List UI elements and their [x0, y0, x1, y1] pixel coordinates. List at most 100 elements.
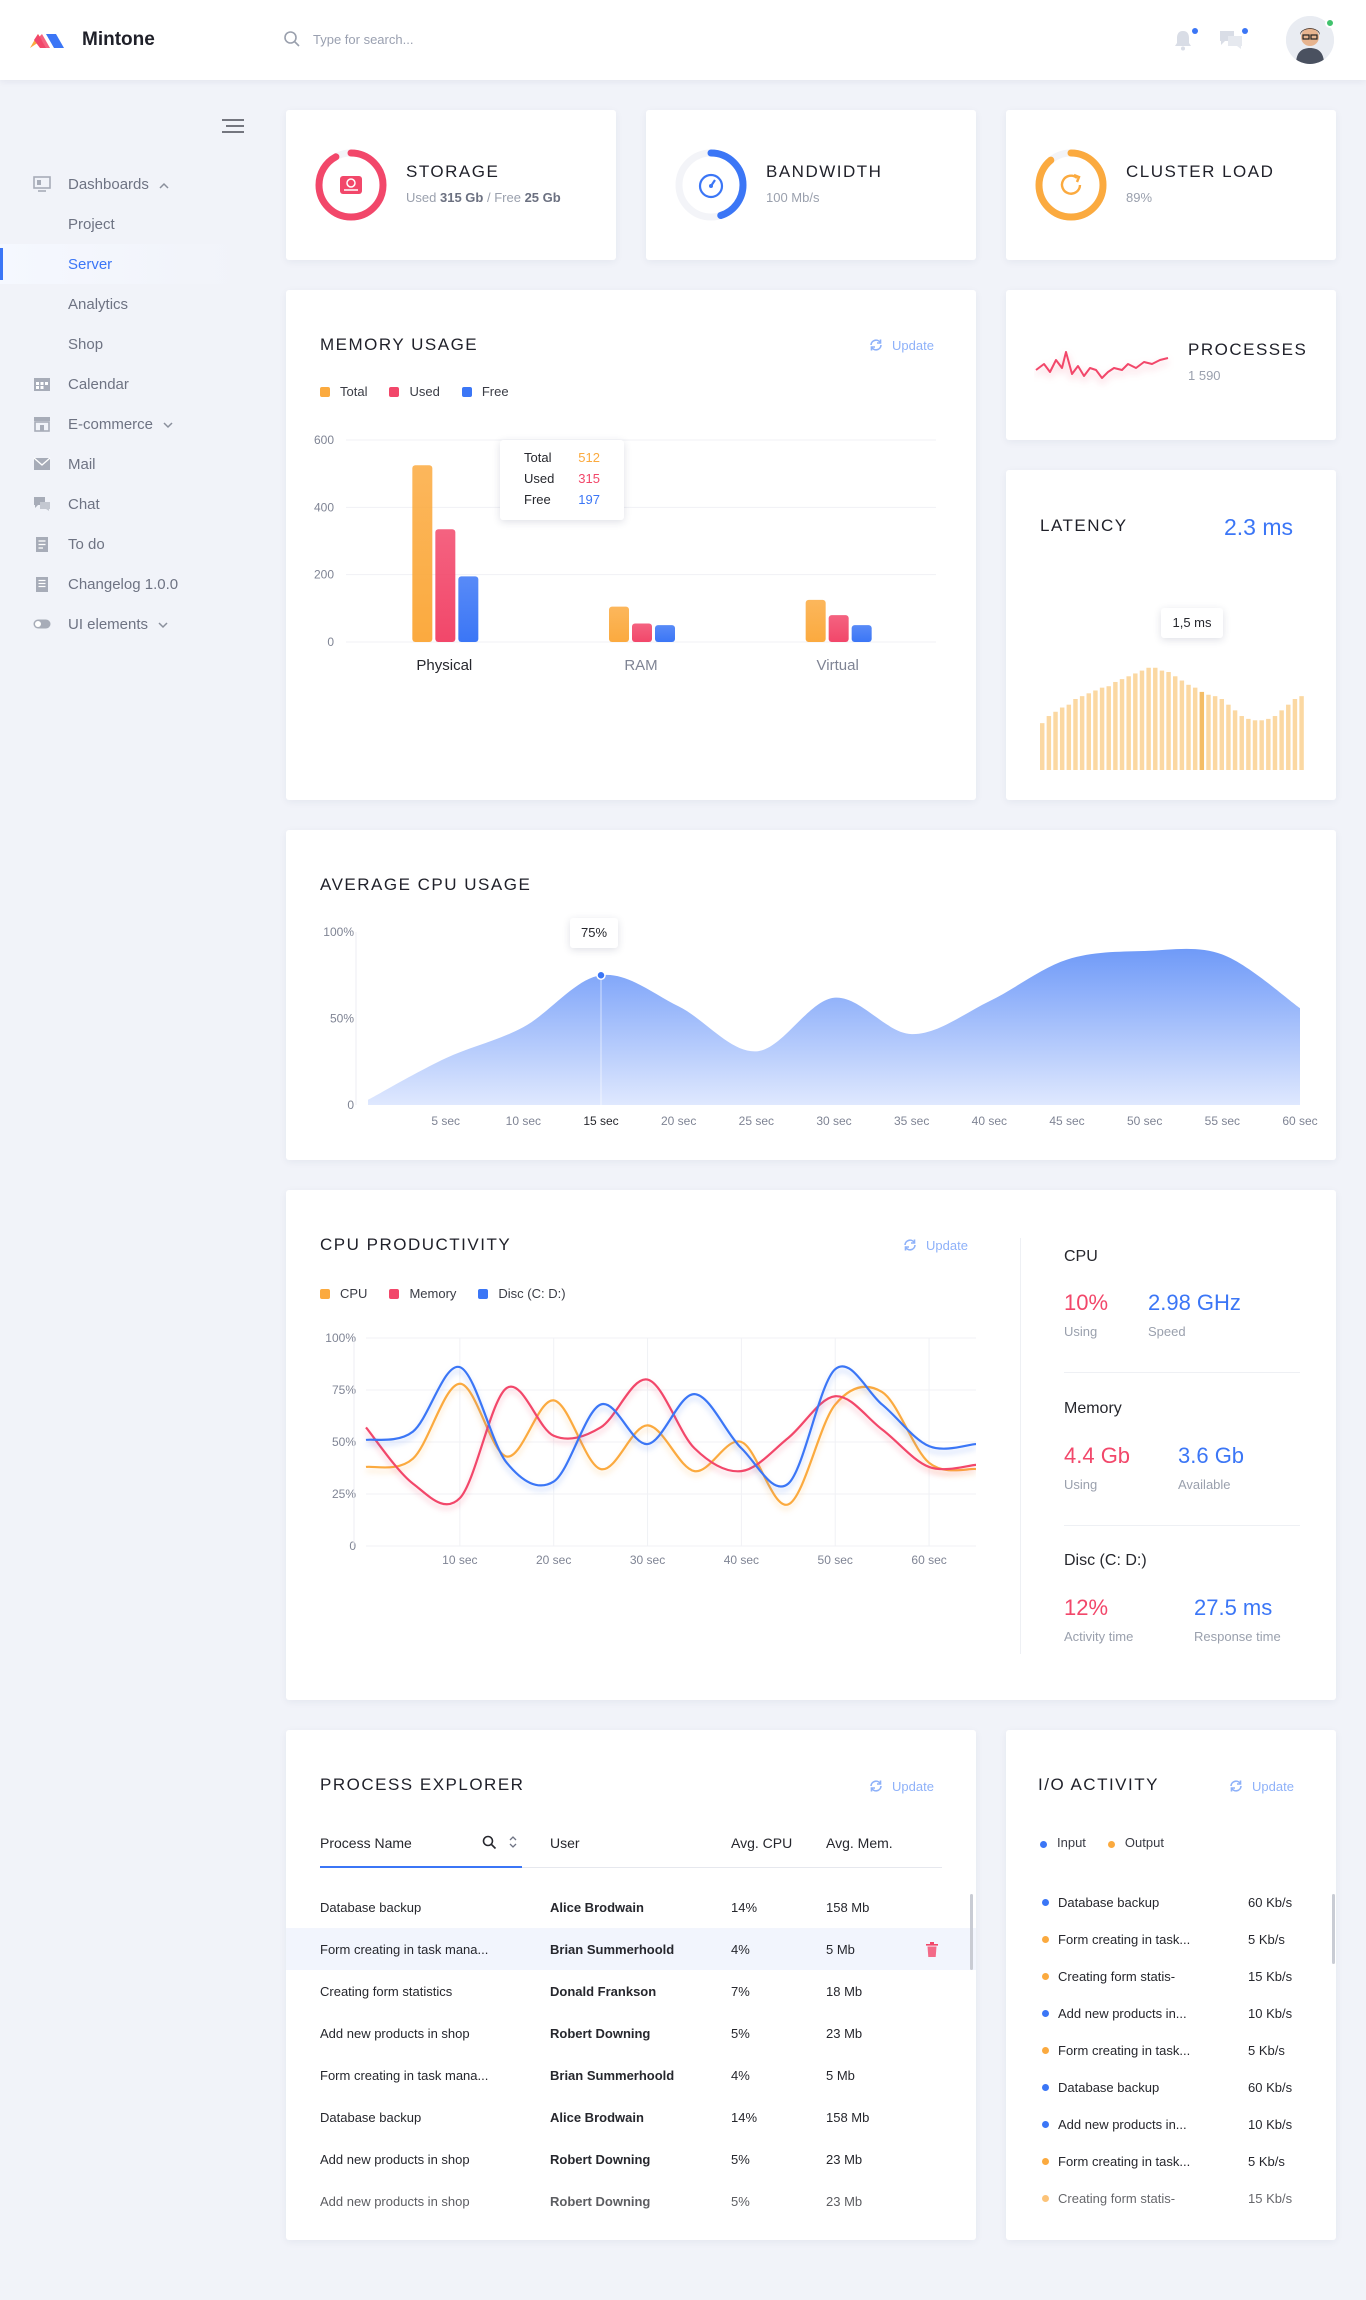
sort-icon[interactable] — [508, 1834, 518, 1850]
column-header-avg-cpu[interactable]: Avg. CPU — [731, 1835, 793, 1851]
column-header-user[interactable]: User — [550, 1835, 580, 1851]
sidebar-item-ui-elements[interactable]: UI elements — [0, 604, 240, 644]
latency-value: 2.3 ms — [1224, 514, 1294, 540]
list-item[interactable]: Form creating in task... 5 Kb/s — [1006, 2143, 1336, 2180]
bar — [1146, 667, 1151, 770]
column-header-process-name[interactable]: Process Name — [320, 1835, 412, 1851]
cluster-ring — [1035, 149, 1107, 221]
sidebar-item-label: Analytics — [68, 295, 129, 313]
process-mem: 158 Mb — [826, 2109, 870, 2125]
average-cpu-card: AVERAGE CPU USAGE 0 50% 100% 5 sec 10 sec 15 … — [286, 830, 1336, 1160]
bar — [1066, 704, 1072, 770]
notification-dot — [1192, 28, 1198, 34]
disc-activity-value: 12% — [1064, 1595, 1109, 1620]
sidebar-item-todo[interactable]: To do — [0, 524, 240, 564]
sidebar-item-ecommerce[interactable]: E-commerce — [0, 404, 240, 444]
io-name: Database backup — [1058, 2080, 1160, 2095]
sidebar-item-chat[interactable]: Chat — [0, 484, 240, 524]
process-name: Database backup — [320, 1899, 422, 1915]
search-icon[interactable] — [482, 1835, 497, 1850]
sidebar-item-shop[interactable]: Shop — [0, 324, 240, 364]
y-tick-label: 600 — [314, 433, 334, 447]
sidebar-item-project[interactable]: Project — [0, 204, 240, 244]
process-explorer-card: PROCESS EXPLORER Update Process Name Use… — [286, 1730, 976, 2240]
processes-value: 1 590 — [1188, 368, 1221, 383]
trash-icon[interactable] — [926, 1942, 938, 1957]
brand-logo[interactable]: Mintone — [28, 26, 155, 54]
sidebar-toggle[interactable] — [222, 118, 244, 139]
legend-item: Used — [389, 384, 440, 399]
messages-button[interactable] — [1218, 28, 1248, 55]
bar — [1079, 696, 1085, 770]
hard-drive-icon — [340, 176, 362, 194]
table-row[interactable]: Add new products in shop Robert Downing 5%… — [286, 2012, 976, 2054]
list-item[interactable]: Form creating in task... 5 Kb/s — [1006, 1921, 1336, 1958]
sidebar-item-changelog[interactable]: Changelog 1.0.0 — [0, 564, 240, 604]
tooltip-label: Used — [524, 471, 555, 486]
update-button[interactable]: Update — [902, 1237, 968, 1253]
list-item[interactable]: Add new products in... 10 Kb/s — [1006, 1995, 1336, 2032]
table-row[interactable]: Database backup Alice Brodwain 14% 158 Mb — [286, 1886, 976, 1928]
cluster-value: 89% — [1126, 190, 1153, 205]
process-user: Brian Summerhoold — [550, 2067, 675, 2083]
cluster-load-card: CLUSTER LOAD 89% — [1006, 110, 1336, 260]
table-scrollbar[interactable] — [970, 1894, 973, 1970]
area-fill — [368, 948, 1300, 1105]
x-tick-label: 60 sec — [1282, 1114, 1317, 1128]
update-label: Update — [892, 1778, 934, 1794]
list-scrollbar[interactable] — [1332, 1894, 1335, 1964]
bar — [632, 623, 652, 642]
notifications-button[interactable] — [1172, 28, 1198, 57]
memory-metric-title: Memory — [1064, 1400, 1122, 1417]
list-item[interactable]: Creating form statis- 15 Kb/s — [1006, 1958, 1336, 1995]
legend-item: Disc (C: D:) — [478, 1286, 566, 1301]
column-header-avg-mem[interactable]: Avg. Mem. — [826, 1835, 893, 1851]
list-item[interactable]: Creating form statis- 15 Kb/s — [1006, 2180, 1336, 2217]
list-item[interactable]: Database backup 60 Kb/s — [1006, 2069, 1336, 2106]
process-user: Alice Brodwain — [550, 2109, 644, 2125]
bar — [1153, 667, 1158, 770]
search-input[interactable] — [313, 31, 573, 47]
y-tick-label: 400 — [314, 500, 334, 514]
process-user: Robert Downing — [550, 2025, 651, 2041]
storage-detail: Used 315 Gb / Free 25 Gb — [406, 190, 561, 205]
process-name: Form creating in task mana... — [320, 2067, 489, 2083]
table-row[interactable]: Form creating in task mana... Brian Summe… — [286, 1928, 976, 1970]
top-bar: Mintone — [0, 0, 1366, 80]
sidebar-item-mail[interactable]: Mail — [0, 444, 240, 484]
bar — [1139, 670, 1145, 770]
sidebar-item-dashboards[interactable]: Dashboards — [0, 164, 240, 204]
cpu-productivity-line-chart: 0 25% 50% 75% 100% 10 sec 20 sec 30 sec 40 sec 50… — [325, 1331, 976, 1567]
process-explorer-title: PROCESS EXPLORER — [320, 1775, 525, 1794]
table-row[interactable]: Form creating in task mana... Brian Summe… — [286, 2054, 976, 2096]
latency-title: LATENCY — [1040, 516, 1128, 535]
bar — [1059, 707, 1065, 770]
table-row[interactable]: Database backup Alice Brodwain 14% 158 Mb — [286, 2096, 976, 2138]
table-row[interactable]: Creating form statistics Donald Frankson 7… — [286, 1970, 976, 2012]
io-value: 15 Kb/s — [1248, 1969, 1293, 1984]
list-item[interactable]: Database backup 60 Kb/s — [1006, 1884, 1336, 1921]
update-button[interactable]: Update — [1228, 1778, 1294, 1794]
used-value: 315 Gb — [439, 190, 484, 205]
list-item[interactable]: Form creating in task... 5 Kb/s — [1006, 2032, 1336, 2069]
sidebar-item-calendar[interactable]: Calendar — [0, 364, 240, 404]
bar — [1286, 704, 1291, 770]
list-item[interactable]: Add new products in... 10 Kb/s — [1006, 2106, 1336, 2143]
sidebar-item-label: UI elements — [68, 615, 149, 633]
io-value: 5 Kb/s — [1248, 1932, 1285, 1947]
bar — [458, 576, 479, 642]
table-row[interactable]: Add new products in shop Robert Downing 5%… — [286, 2138, 976, 2180]
bar — [1179, 680, 1185, 770]
update-button[interactable]: Update — [868, 1778, 934, 1794]
update-button[interactable]: Update — [868, 337, 934, 353]
search-bar[interactable] — [283, 30, 573, 48]
header-divider — [522, 1867, 942, 1868]
latency-bar-chart — [1040, 667, 1304, 770]
sidebar-item-analytics[interactable]: Analytics — [0, 284, 240, 324]
x-tick-label: 5 sec — [431, 1114, 460, 1128]
table-row[interactable]: Add new products in shop Robert Downing 5%… — [286, 2180, 976, 2222]
process-mem: 18 Mb — [826, 1983, 863, 1999]
y-tick-label: 0 — [327, 635, 334, 649]
io-name: Creating form statis- — [1058, 1969, 1176, 1984]
sidebar-item-server[interactable]: Server — [0, 244, 240, 284]
